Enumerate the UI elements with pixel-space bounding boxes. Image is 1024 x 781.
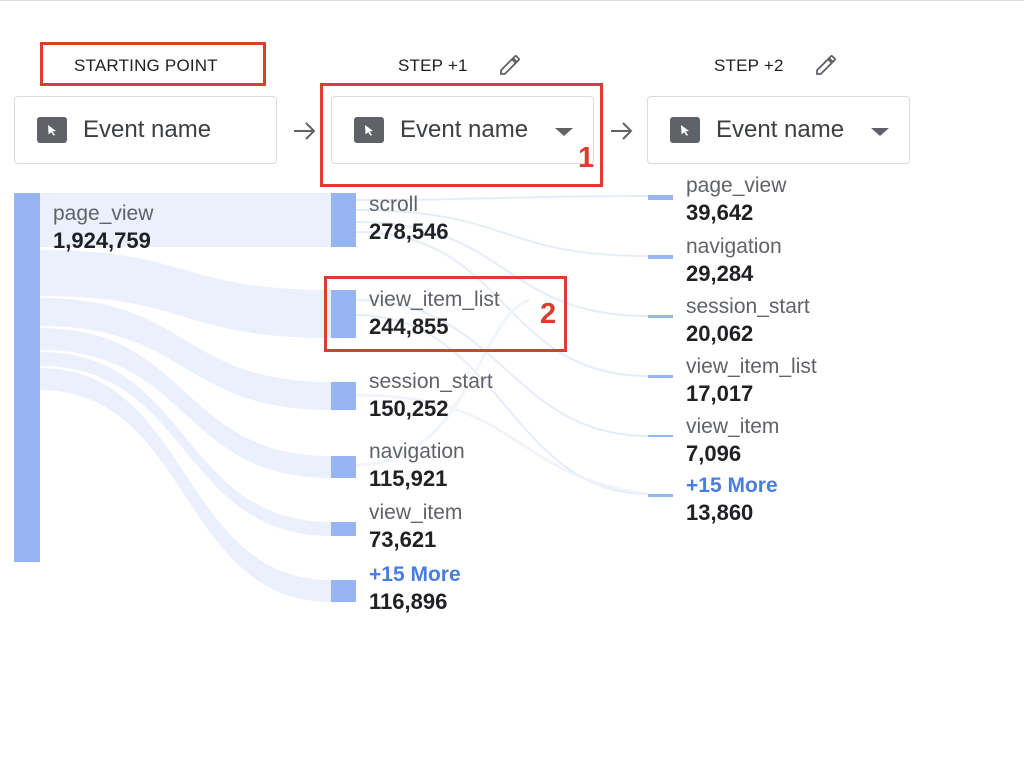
node-name: session_start <box>686 295 810 318</box>
annotation-box-starting-point <box>40 42 266 86</box>
more-link[interactable]: +15 More <box>369 563 461 586</box>
flow-start-to-view-item <box>40 352 331 536</box>
step-1-event-dropdown[interactable]: Event name <box>331 96 594 164</box>
starting-point-header: STARTING POINT <box>74 56 218 75</box>
starting-node[interactable]: page_view 1,924,759 <box>53 200 153 255</box>
flow-start-to-scroll <box>40 193 331 247</box>
top-divider <box>0 0 1024 1</box>
arrow-right-icon <box>294 122 316 140</box>
dropdown-label: Event name <box>400 116 529 143</box>
flow-start-to-navigation <box>40 328 331 478</box>
step2-node-bar[interactable] <box>648 435 673 437</box>
pencil-icon[interactable] <box>498 53 522 77</box>
step2-node-bar[interactable] <box>648 375 673 378</box>
step-2-event-dropdown[interactable]: Event name <box>647 96 910 164</box>
node-name: navigation <box>369 440 465 463</box>
step1-node-bar[interactable] <box>331 580 356 602</box>
node-name: page_view <box>686 174 787 197</box>
step1-node-bar[interactable] <box>331 290 356 338</box>
step1-node-bar[interactable] <box>331 456 356 478</box>
step2-node-bar[interactable] <box>648 255 673 259</box>
step1-node-bar[interactable] <box>331 193 356 247</box>
node-name: view_item <box>686 415 780 438</box>
dropdown-label: Event name <box>83 116 212 143</box>
annotation-box-1 <box>320 83 603 187</box>
node-count: 13,860 <box>686 500 754 525</box>
annotation-number-2: 2 <box>540 298 557 330</box>
starting-point-event-dropdown[interactable]: Event name <box>14 96 277 164</box>
annotation-box-2 <box>324 276 567 352</box>
cursor-click-icon <box>670 117 700 143</box>
node-count: 116,896 <box>369 589 448 614</box>
annotation-number-1: 1 <box>578 142 595 174</box>
node-count: 17,017 <box>686 381 754 406</box>
step1-node-bar[interactable] <box>331 522 356 536</box>
node-count: 73,621 <box>369 527 437 552</box>
step-1-header: STEP +1 <box>398 56 468 75</box>
flow-start-to-more <box>40 368 331 602</box>
step1-node[interactable]: scroll 278,546 <box>369 191 449 246</box>
node-count: 7,096 <box>686 441 742 466</box>
node-name: view_item_list <box>686 355 817 378</box>
step1-node[interactable]: session_start 150,252 <box>369 368 493 423</box>
step2-node[interactable]: view_item_list 17,017 <box>686 353 817 408</box>
step-2-header: STEP +2 <box>714 56 784 75</box>
node-name: view_item_list <box>369 288 500 311</box>
more-link[interactable]: +15 More <box>686 474 778 497</box>
node-count: 1,924,759 <box>53 228 151 253</box>
caret-down-icon <box>555 128 573 136</box>
step1-more-node[interactable]: +15 More 116,896 <box>369 561 461 616</box>
step2-more-node[interactable]: +15 More 13,860 <box>686 472 778 527</box>
node-name: view_item <box>369 501 463 524</box>
node-count: 278,546 <box>369 219 449 244</box>
node-name: session_start <box>369 370 493 393</box>
step2-node[interactable]: view_item 7,096 <box>686 413 779 468</box>
dropdown-label: Event name <box>716 116 845 143</box>
flow-start-to-view-item-list <box>40 250 331 338</box>
step2-node-bar[interactable] <box>648 315 673 318</box>
node-count: 20,062 <box>686 321 754 346</box>
step1-node-bar[interactable] <box>331 382 356 410</box>
arrow-right-icon <box>611 122 633 140</box>
step1-node[interactable]: navigation 115,921 <box>369 438 465 493</box>
step1-node[interactable]: view_item_list 244,855 <box>369 286 500 341</box>
step2-node[interactable]: page_view 39,642 <box>686 172 786 227</box>
node-count: 29,284 <box>686 261 754 286</box>
pencil-icon[interactable] <box>814 53 838 77</box>
step2-node[interactable]: session_start 20,062 <box>686 293 810 348</box>
node-name: page_view <box>53 202 154 225</box>
starting-node-bar[interactable] <box>14 193 40 562</box>
cursor-click-icon <box>37 117 67 143</box>
flow-start-to-session-start <box>40 298 331 410</box>
node-count: 244,855 <box>369 314 449 339</box>
node-count: 150,252 <box>369 396 449 421</box>
node-count: 39,642 <box>686 200 754 225</box>
step2-node-bar[interactable] <box>648 195 673 200</box>
step1-node[interactable]: view_item 73,621 <box>369 499 462 554</box>
node-name: navigation <box>686 235 782 258</box>
node-name: scroll <box>369 193 419 216</box>
cursor-click-icon <box>354 117 384 143</box>
node-count: 115,921 <box>369 466 448 491</box>
step2-node[interactable]: navigation 29,284 <box>686 233 782 288</box>
step2-node-bar[interactable] <box>648 494 673 497</box>
caret-down-icon <box>871 128 889 136</box>
